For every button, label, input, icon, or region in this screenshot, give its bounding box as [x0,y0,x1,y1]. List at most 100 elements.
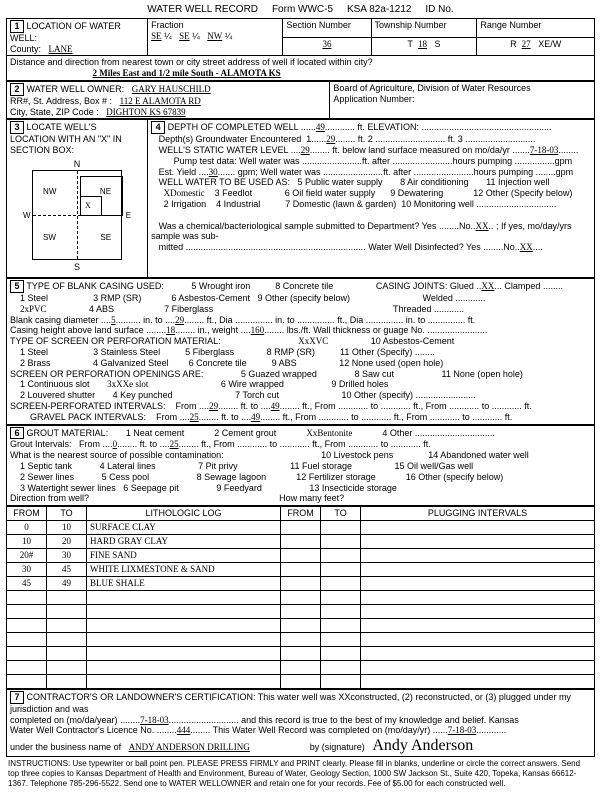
sp-ft: ft., From [302,401,336,411]
opt5: 5 Wrought iron [191,281,250,291]
gi-ft3: ft. [423,439,431,449]
s-label: S [74,262,80,272]
static-date: 7-18-03 [530,145,559,155]
use-label: WELL WATER TO BE USED AS: [159,177,290,187]
gopt2: 2 Cement grout [214,428,276,438]
plug-to [321,661,361,675]
est-hours: hours pumping [474,167,534,177]
log-to [47,661,87,675]
dist-label: Distance and direction from nearest town… [10,57,373,67]
popt5: 5 Fiberglass [185,347,234,357]
opt7: 7 Fiberglass [164,304,213,314]
bcd-into: in. to [143,315,163,325]
opt2: 2xPVC [20,304,47,314]
pump-hours: hours pumping [453,156,513,166]
popt6: 6 Concrete tile [189,358,247,368]
location-table: 1 LOCATION OF WATER WELL: County: LANE F… [6,18,595,81]
popt7: XxXVC [298,336,328,346]
gw1: 1 [306,134,311,144]
popt12: 12 None used (open hole) [339,358,443,368]
plug-desc [361,661,595,675]
plug-desc [361,605,595,619]
s7-line2a: completed on (mo/da/year) [10,715,118,725]
use-3: 3 Feedlot [215,188,253,198]
plug-from [281,591,321,605]
sp-to3: to [482,401,490,411]
opt9: 9 Other (specify below) [257,293,350,303]
use-6: 6 Oil field water supply [285,188,376,198]
log-to: 20 [47,535,87,549]
table-row [7,619,595,633]
log-desc: HARD GRAY CLAY [87,535,281,549]
s7-date2: 7-18-03 [448,725,477,735]
sec34-table: 3 LOCATE WELL'S LOCATION WITH AN "X" IN … [6,119,595,278]
plug-desc [361,619,595,633]
log-from: 10 [7,535,47,549]
township: 18 [418,39,427,49]
s7-line3a: Water Well Contractor's Licence No. [10,725,154,735]
log-desc: FINE SAND [87,549,281,563]
log-desc: SURFACE CLAY [87,521,281,535]
static-unit: ft. below land surface measured on mo/da… [332,145,510,155]
plug-to [321,549,361,563]
src3: 3 Watertight sewer lines [20,483,116,493]
frac1: SE [151,31,162,41]
gp-ft2: ft., From [394,412,428,422]
est-label: Est. Yield [159,167,197,177]
bcd-label: Blank casing diameter [10,315,99,325]
depth-label: DEPTH OF COMPLETED WELL [168,122,299,132]
log-desc [87,591,281,605]
use-4: 4 Industrial [216,199,260,209]
joints-label: CASING JOINTS: [376,281,448,291]
section-box: NW NE SW SE W E X [32,170,122,260]
table-row: 010SURFACE CLAY [7,521,595,535]
sp-from: From [176,401,197,411]
plug-from [281,633,321,647]
sp-label: SCREEN-PERFORATED INTERVALS: [10,401,166,411]
log-from: 20# [7,549,47,563]
county: LANE [49,44,73,54]
src8: 8 Sewage lagoon [197,472,267,482]
board: Board of Agriculture, Division of Water … [333,83,530,93]
col-plug: PLUGGING INTERVALS [361,507,595,521]
log-desc [87,647,281,661]
sec-1-num: 1 [10,20,24,33]
chem-label: Was a chemical/bacteriological sample su… [159,221,437,231]
gi-to: ft. to [140,439,158,449]
disinf-no: No [503,242,515,252]
dist: 2 Miles East and 1/2 mile South - ALAMOT… [93,68,281,78]
plug-desc [361,647,595,661]
plug-from [281,675,321,689]
plug-to [321,521,361,535]
joints-clamped: Clamped [504,281,540,291]
gp1: 25 [190,412,199,422]
s7-date1: 7-18-03 [140,715,169,725]
est-gpm: gpm [556,167,574,177]
s7-line2b: and this record is true to the best of m… [241,715,519,725]
plug-from [281,605,321,619]
table-row [7,605,595,619]
sec6-title: GROUT MATERIAL: [27,428,109,438]
plug-to [321,605,361,619]
log-from [7,647,47,661]
perf-title: TYPE OF SCREEN OR PERFORATION MATERIAL: [10,336,221,346]
mitted: mitted [159,242,184,252]
oopt11: 11 None (open hole) [442,369,523,379]
log-from [7,633,47,647]
col-from2: FROM [281,507,321,521]
gp2: 49 [251,412,260,422]
src2: 2 Sewer lines [20,472,74,482]
addr: 112 E ALAMOTA RD [120,96,201,106]
gi-label: Grout Intervals: [10,439,72,449]
owner-table: 2 WATER WELL OWNER: GARY HAUSCHILD RR#, … [6,81,595,119]
log-table: FROM TO LITHOLOGIC LOG FROM TO PLUGGING … [6,506,595,689]
plug-from [281,577,321,591]
plug-from [281,521,321,535]
log-desc [87,675,281,689]
src7: 7 Pit privy [198,461,238,471]
sec-5-num: 5 [10,280,24,293]
w-label: W [23,211,31,221]
gp-to3: to [462,412,470,422]
frac2: SE [179,31,190,41]
use-5: 5 Public water supply [298,177,383,187]
